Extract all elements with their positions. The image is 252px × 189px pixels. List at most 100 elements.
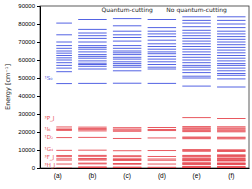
y-tick: 0 bbox=[32, 165, 40, 171]
energy-level bbox=[217, 150, 245, 151]
energy-level bbox=[182, 38, 210, 39]
energy-level bbox=[217, 20, 245, 21]
energy-level bbox=[148, 150, 176, 151]
energy-level bbox=[78, 54, 106, 55]
level-label: ¹I₆ bbox=[44, 126, 51, 132]
energy-level bbox=[148, 164, 176, 165]
energy-level bbox=[217, 157, 245, 158]
energy-level bbox=[113, 167, 141, 168]
energy-level bbox=[217, 68, 245, 69]
energy-level bbox=[56, 71, 72, 72]
y-tick-label: 20000 bbox=[18, 129, 35, 135]
energy-level bbox=[148, 167, 176, 168]
energy-level bbox=[217, 130, 245, 131]
energy-level bbox=[78, 163, 106, 164]
energy-level bbox=[217, 55, 245, 56]
energy-level bbox=[217, 155, 245, 156]
energy-level bbox=[148, 83, 176, 84]
y-tick-label: 60000 bbox=[18, 57, 35, 63]
x-tick: (f) bbox=[228, 168, 234, 180]
energy-level bbox=[217, 58, 245, 59]
energy-level bbox=[113, 150, 141, 151]
annotation: No quantum-cutting bbox=[166, 6, 227, 14]
energy-level bbox=[182, 43, 210, 44]
x-tick-label: (b) bbox=[88, 172, 96, 180]
energy-level bbox=[182, 67, 210, 68]
energy-level bbox=[182, 60, 210, 61]
energy-level bbox=[217, 16, 245, 17]
energy-level bbox=[78, 155, 106, 156]
energy-level bbox=[217, 87, 245, 88]
energy-level bbox=[113, 31, 141, 32]
x-tick: (c) bbox=[123, 168, 131, 180]
energy-level bbox=[78, 163, 106, 164]
y-tick-label: 80000 bbox=[18, 21, 35, 27]
energy-level bbox=[148, 129, 176, 130]
energy-level bbox=[113, 67, 141, 68]
x-tick-label: (c) bbox=[123, 172, 131, 180]
energy-level bbox=[113, 127, 141, 128]
energy-level bbox=[217, 52, 245, 53]
energy-level bbox=[56, 60, 72, 61]
energy-level bbox=[78, 166, 106, 167]
energy-level bbox=[56, 168, 72, 169]
energy-level bbox=[78, 64, 106, 65]
energy-level bbox=[148, 160, 176, 161]
energy-level bbox=[182, 164, 210, 165]
y-tick-mark bbox=[37, 42, 40, 43]
energy-level bbox=[148, 40, 176, 41]
y-tick: 10000 bbox=[18, 147, 40, 153]
energy-level bbox=[182, 159, 210, 160]
energy-level bbox=[182, 33, 210, 34]
energy-level bbox=[56, 83, 72, 84]
energy-level bbox=[217, 130, 245, 131]
y-tick: 60000 bbox=[18, 57, 40, 63]
energy-level bbox=[56, 155, 72, 156]
y-tick: 40000 bbox=[18, 93, 40, 99]
level-label: ³H_J bbox=[44, 162, 55, 169]
energy-level bbox=[182, 155, 210, 156]
energy-level bbox=[56, 68, 72, 69]
energy-level bbox=[148, 64, 176, 65]
energy-level bbox=[217, 60, 245, 61]
y-tick: 90000 bbox=[18, 3, 40, 9]
energy-level bbox=[182, 128, 210, 129]
energy-level bbox=[113, 18, 141, 19]
energy-level bbox=[113, 155, 141, 156]
energy-level bbox=[113, 130, 141, 131]
energy-level bbox=[113, 131, 141, 132]
energy-level bbox=[182, 149, 210, 150]
y-axis: 0100002000030000400005000060000700008000… bbox=[18, 3, 40, 171]
energy-level bbox=[56, 129, 72, 130]
energy-level bbox=[182, 163, 210, 164]
energy-level bbox=[113, 34, 141, 35]
y-tick-label: 50000 bbox=[18, 75, 35, 81]
energy-level bbox=[148, 43, 176, 44]
energy-level bbox=[182, 160, 210, 161]
y-tick-mark bbox=[37, 24, 40, 25]
energy-level bbox=[78, 45, 106, 46]
energy-level bbox=[148, 61, 176, 62]
energy-level bbox=[56, 34, 72, 35]
energy-level bbox=[56, 55, 72, 56]
energy-level bbox=[56, 23, 72, 24]
level-label: ³P_J bbox=[44, 115, 54, 122]
energy-level bbox=[182, 117, 210, 118]
energy-level bbox=[182, 159, 210, 160]
y-tick: 20000 bbox=[18, 129, 40, 135]
energy-level bbox=[113, 52, 141, 53]
energy-level bbox=[56, 57, 72, 58]
energy-level bbox=[78, 63, 106, 64]
energy-level bbox=[182, 35, 210, 36]
energy-level bbox=[113, 63, 141, 64]
energy-level bbox=[148, 59, 176, 60]
energy-level bbox=[217, 151, 245, 152]
energy-level bbox=[182, 167, 210, 168]
y-tick-label: 10000 bbox=[18, 147, 35, 153]
y-tick: 30000 bbox=[18, 111, 40, 117]
energy-level bbox=[217, 164, 245, 165]
chart: 0100002000030000400005000060000700008000… bbox=[0, 0, 252, 189]
energy-level bbox=[148, 53, 176, 54]
energy-level bbox=[182, 62, 210, 63]
energy-level bbox=[217, 128, 245, 129]
